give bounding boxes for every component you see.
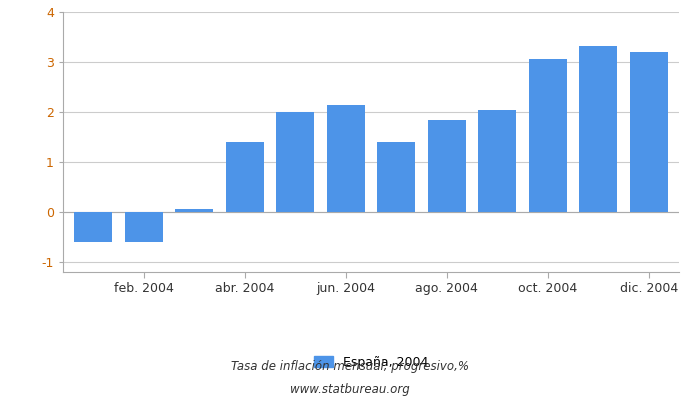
Bar [478, 110, 516, 212]
Bar [528, 58, 567, 212]
Bar [580, 46, 617, 212]
Text: www.statbureau.org: www.statbureau.org [290, 383, 410, 396]
Bar [327, 104, 365, 212]
Bar [74, 212, 112, 242]
Bar [125, 212, 162, 242]
Text: Tasa de inflación mensual, progresivo,%: Tasa de inflación mensual, progresivo,% [231, 360, 469, 373]
Bar [175, 208, 214, 212]
Bar [377, 142, 415, 212]
Bar [428, 120, 466, 212]
Bar [276, 112, 314, 212]
Legend: España, 2004: España, 2004 [308, 350, 434, 375]
Bar [630, 52, 668, 212]
Bar [226, 142, 264, 212]
